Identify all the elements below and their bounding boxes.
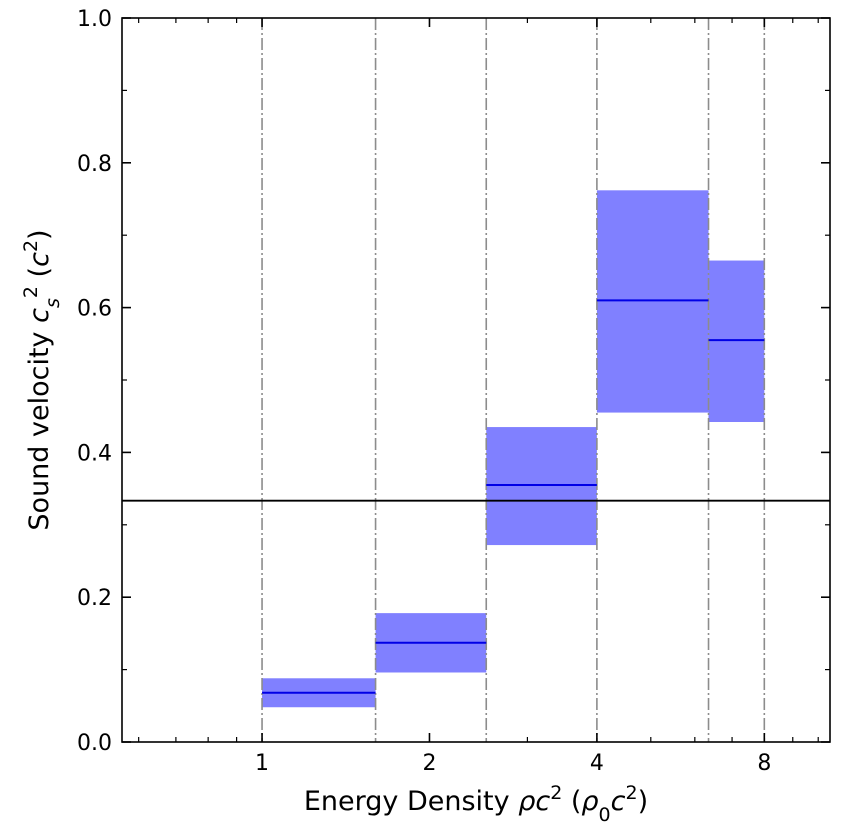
y-tick-label-4: 0.8	[77, 152, 112, 177]
x-tick-label-1: 2	[422, 751, 436, 776]
band-3	[486, 427, 597, 546]
x-tick-label-2: 4	[590, 751, 604, 776]
band-4	[596, 190, 709, 413]
y-tick-label-5: 1.0	[77, 7, 112, 32]
x-axis-title: Energy Density ρc2 (ρ0c2)	[304, 782, 648, 822]
x-tick-label-0: 1	[255, 751, 269, 776]
tick-labels-layer: 0.0 0.2 0.4 0.6 0.8 1.0 1 2 4 8	[77, 7, 771, 776]
band-5	[708, 260, 765, 422]
y-axis-title: Sound velocity cs2 (c2)	[20, 229, 64, 530]
y-tick-label-0: 0.0	[77, 731, 112, 756]
median-lines-layer	[262, 299, 765, 694]
x-tick-label-3: 8	[757, 751, 771, 776]
ticks-layer	[122, 17, 830, 743]
y-tick-label-3: 0.6	[77, 297, 112, 322]
bands-layer	[262, 190, 765, 708]
y-tick-label-2: 0.4	[77, 441, 112, 466]
y-tick-label-1: 0.2	[77, 586, 112, 611]
bin-edges-layer	[261, 18, 766, 742]
